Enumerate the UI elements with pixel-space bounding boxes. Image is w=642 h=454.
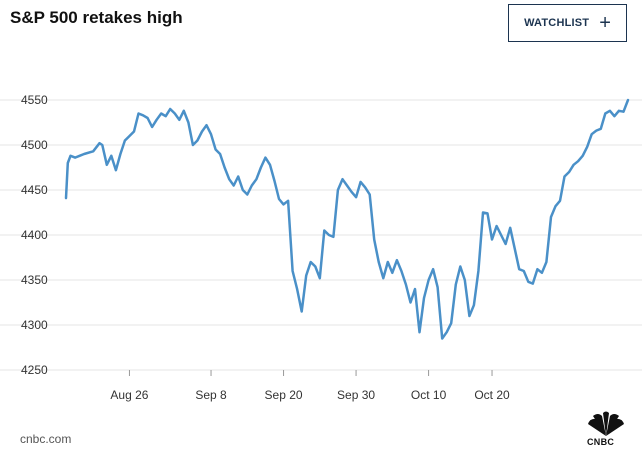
x-tick-label: Sep 30 [337, 388, 375, 402]
x-tick-label: Oct 20 [474, 388, 510, 402]
series-line [64, 98, 630, 340]
x-tick-label: Aug 26 [110, 388, 148, 402]
y-tick-label: 4350 [21, 273, 48, 287]
x-tick-label: Sep 8 [195, 388, 227, 402]
peacock-logo-icon [588, 411, 624, 436]
y-tick-label: 4300 [21, 318, 48, 332]
x-tick-label: Sep 20 [265, 388, 303, 402]
grid-lines [0, 99, 642, 371]
y-axis-ticks: 4250 4300 4350 4400 4450 4500 4550 [21, 93, 48, 377]
x-tick-label: Oct 10 [411, 388, 447, 402]
y-tick-label: 4550 [21, 93, 48, 107]
source-label: cnbc.com [20, 432, 72, 446]
chart-title: S&P 500 retakes high [10, 8, 183, 27]
watchlist-label: WATCHLIST [524, 17, 590, 29]
y-tick-label: 4400 [21, 228, 48, 242]
watchlist-button[interactable]: WATCHLIST + [508, 4, 627, 42]
plus-icon: + [599, 12, 611, 34]
y-tick-label: 4250 [21, 363, 48, 377]
y-tick-label: 4500 [21, 138, 48, 152]
logo-text: CNBC [587, 437, 615, 447]
series-layer [64, 98, 630, 340]
y-tick-label: 4450 [21, 183, 48, 197]
x-axis-ticks: Aug 26 Sep 8 Sep 20 Sep 30 Oct 10 Oct 20 [110, 370, 510, 402]
